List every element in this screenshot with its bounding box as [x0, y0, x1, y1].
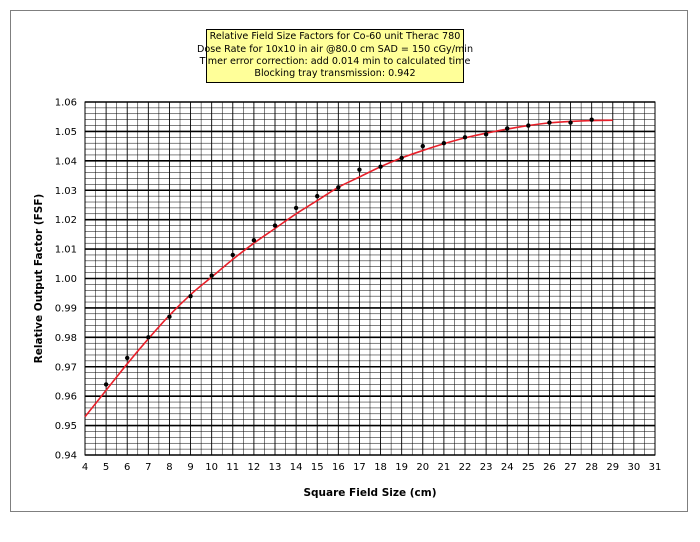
major-grid: [84, 101, 656, 456]
data-point: [230, 252, 235, 258]
data-point: [336, 185, 341, 190]
x-tick-label: 15: [311, 462, 324, 473]
x-tick-label: 31: [649, 462, 662, 473]
x-tick-label: 9: [187, 462, 193, 473]
title-line-2: Dose Rate for 10x10 in air @80.0 cm SAD …: [196, 43, 474, 55]
x-tick-label: 26: [543, 462, 556, 473]
x-tick-label: 21: [438, 462, 451, 473]
y-tick-label: 0.97: [55, 362, 77, 373]
y-tick-label: 0.94: [55, 451, 77, 462]
x-tick-label: 17: [353, 462, 366, 473]
chart-title-box: Relative Field Size Factors for Co-60 un…: [197, 29, 473, 83]
x-tick-label: 28: [585, 462, 598, 473]
data-point: [315, 193, 320, 199]
y-tick-label: 1.05: [55, 127, 77, 138]
data-points-group: [103, 117, 594, 387]
x-tick-label: 24: [501, 462, 514, 473]
data-point: [293, 205, 299, 211]
x-tick-label: 16: [332, 462, 345, 473]
x-tick-label: 23: [480, 462, 493, 473]
x-tick-label: 14: [290, 462, 303, 473]
data-point: [589, 117, 594, 122]
data-point: [568, 120, 573, 125]
y-tick-label: 0.96: [55, 392, 77, 403]
y-tick-labels: 0.94 0.95 0.96 0.97 0.98 0.99 1.00 1.01 1.02 1.03…: [55, 98, 77, 462]
data-point: [399, 155, 404, 161]
x-tick-label: 13: [269, 462, 282, 473]
x-tick-label: 6: [124, 462, 130, 473]
data-point: [146, 335, 151, 340]
data-point: [272, 223, 278, 228]
y-tick-label: 1.02: [55, 215, 77, 226]
x-tick-label: 12: [248, 462, 261, 473]
data-point: [547, 120, 552, 125]
data-point: [167, 314, 172, 319]
title-line-1: Relative Field Size Factors for Co-60 un…: [209, 31, 461, 43]
y-tick-label: 0.99: [55, 303, 77, 314]
x-tick-label: 30: [628, 462, 641, 473]
x-tick-label: 20: [416, 462, 429, 473]
y-tick-label: 0.95: [55, 421, 77, 432]
y-tick-label: 1.00: [55, 274, 77, 285]
x-axis-title: Square Field Size (cm): [303, 487, 436, 499]
data-point: [420, 143, 425, 149]
data-point: [251, 238, 257, 243]
data-point: [103, 382, 109, 387]
x-tick-label: 4: [82, 462, 88, 473]
title-line-4: Blocking tray transmission: 0.942: [254, 68, 416, 80]
x-tick-label: 7: [145, 462, 151, 473]
y-tick-label: 1.06: [55, 98, 77, 109]
data-point: [357, 167, 362, 172]
x-tick-label: 5: [103, 462, 109, 473]
data-point: [188, 293, 193, 299]
x-tick-label: 22: [459, 462, 472, 473]
x-tick-label: 25: [522, 462, 535, 473]
data-point: [441, 140, 447, 146]
x-tick-label: 8: [166, 462, 172, 473]
data-point: [462, 135, 468, 140]
x-tick-label: 19: [395, 462, 408, 473]
x-tick-label: 11: [226, 462, 239, 473]
y-tick-label: 1.04: [55, 156, 77, 167]
x-tick-labels: 4 5 6 7 8 9 10 11 12 13 14 15 16 17 18 19 20 21 22 23 24 25 26…: [82, 462, 662, 473]
data-point: [209, 273, 214, 278]
x-tick-label: 27: [564, 462, 577, 473]
x-tick-label: 18: [374, 462, 387, 473]
y-axis-title: Relative Output Factor (FSF): [33, 194, 45, 364]
y-tick-label: 0.98: [55, 333, 77, 344]
plot-area-border: [84, 101, 656, 456]
x-tick-label: 10: [205, 462, 218, 473]
title-line-3: Timer error correction: add 0.014 min to…: [199, 56, 471, 67]
data-point: [505, 126, 510, 131]
data-point: [526, 123, 531, 128]
data-point: [483, 132, 489, 137]
data-point: [378, 164, 383, 169]
x-tick-label: 29: [606, 462, 619, 473]
y-tick-label: 1.01: [55, 245, 77, 256]
y-tick-label: 1.03: [55, 186, 77, 197]
data-point: [125, 355, 130, 361]
